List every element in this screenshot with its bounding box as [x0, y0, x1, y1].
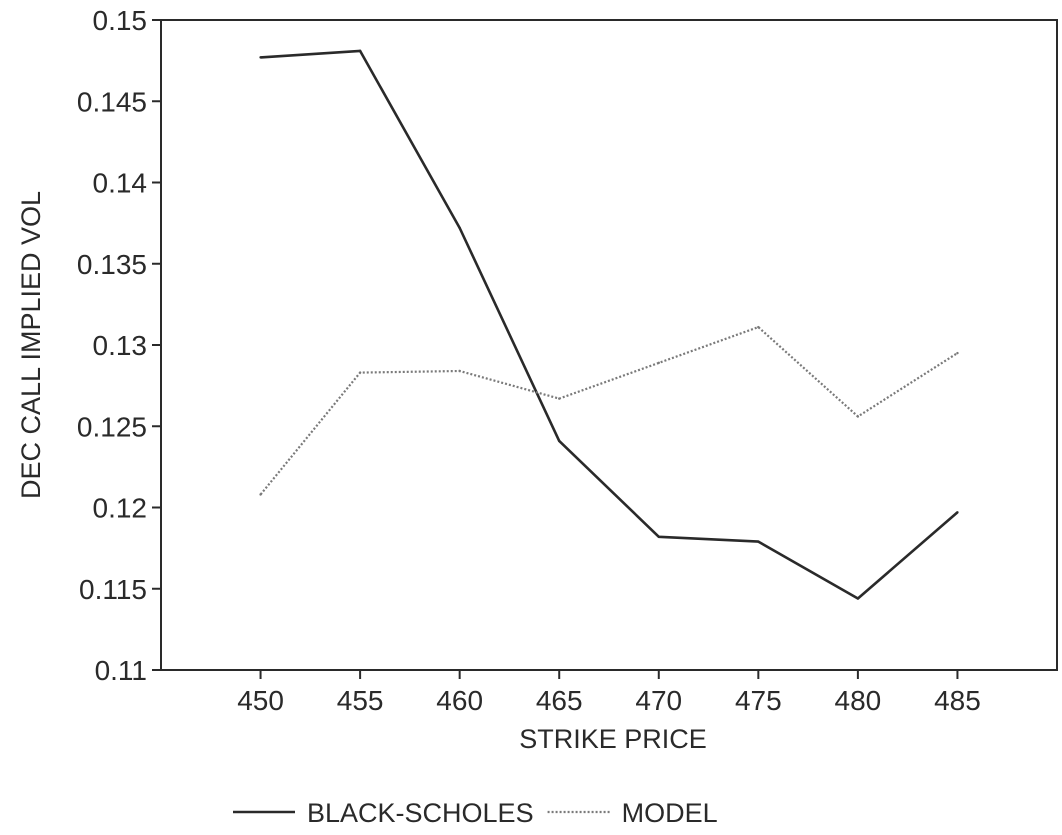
model-data-point [358, 371, 362, 374]
x-tick-label: 460 [436, 685, 483, 716]
model-data-point [657, 361, 660, 365]
black-scholes-data-point [956, 511, 959, 514]
y-tick-label: 0.13 [93, 330, 148, 361]
black-scholes-legend-label: BLACK-SCHOLES [307, 798, 534, 828]
y-tick-label: 0.115 [79, 574, 147, 605]
y-axis-ticks: 0.11 0.115 0.12 0.125 0.13 0.135 0.14 0.145 0.15 [77, 5, 161, 686]
y-tick-label: 0.12 [93, 493, 148, 524]
x-tick-label: 450 [237, 685, 284, 716]
plot-frame [160, 19, 1058, 671]
x-tick-label: 485 [934, 685, 981, 716]
x-tick-label: 475 [735, 685, 782, 716]
x-tick-label: 480 [835, 685, 882, 716]
model-legend-label: MODEL [622, 798, 718, 828]
model-data-point [956, 351, 959, 355]
y-tick-label: 0.11 [95, 655, 147, 686]
y-axis-title: DEC CALL IMPLIED VOL [16, 191, 46, 499]
series-layer [259, 49, 959, 600]
black-scholes-series-line [260, 49, 959, 600]
y-tick-label: 0.14 [93, 168, 148, 199]
black-scholes-data-point [757, 540, 760, 543]
black-scholes-data-point [458, 226, 461, 230]
x-tick-label: 470 [635, 685, 682, 716]
model-data-point [259, 493, 262, 496]
x-axis-ticks: 450 455 460 465 470 475 480 485 [237, 670, 981, 716]
black-scholes-data-point [358, 49, 362, 53]
y-tick-label: 0.15 [93, 5, 148, 36]
black-scholes-data-point [558, 439, 561, 443]
black-scholes-data-point [657, 535, 660, 538]
model-data-point [856, 415, 860, 418]
y-tick-label: 0.145 [77, 86, 147, 117]
model-series-line [259, 326, 958, 496]
y-tick-label: 0.125 [77, 411, 147, 442]
x-axis-title: STRIKE PRICE [519, 724, 707, 754]
black-scholes-data-point [259, 56, 262, 59]
model-data-point [458, 369, 461, 373]
black-scholes-data-point [856, 597, 860, 600]
model-data-point [757, 325, 760, 329]
x-tick-label: 465 [536, 685, 583, 716]
x-tick-label: 455 [337, 685, 384, 716]
y-tick-label: 0.135 [77, 249, 147, 280]
model-data-point [558, 397, 561, 400]
legend: BLACK-SCHOLES MODEL [233, 798, 718, 828]
